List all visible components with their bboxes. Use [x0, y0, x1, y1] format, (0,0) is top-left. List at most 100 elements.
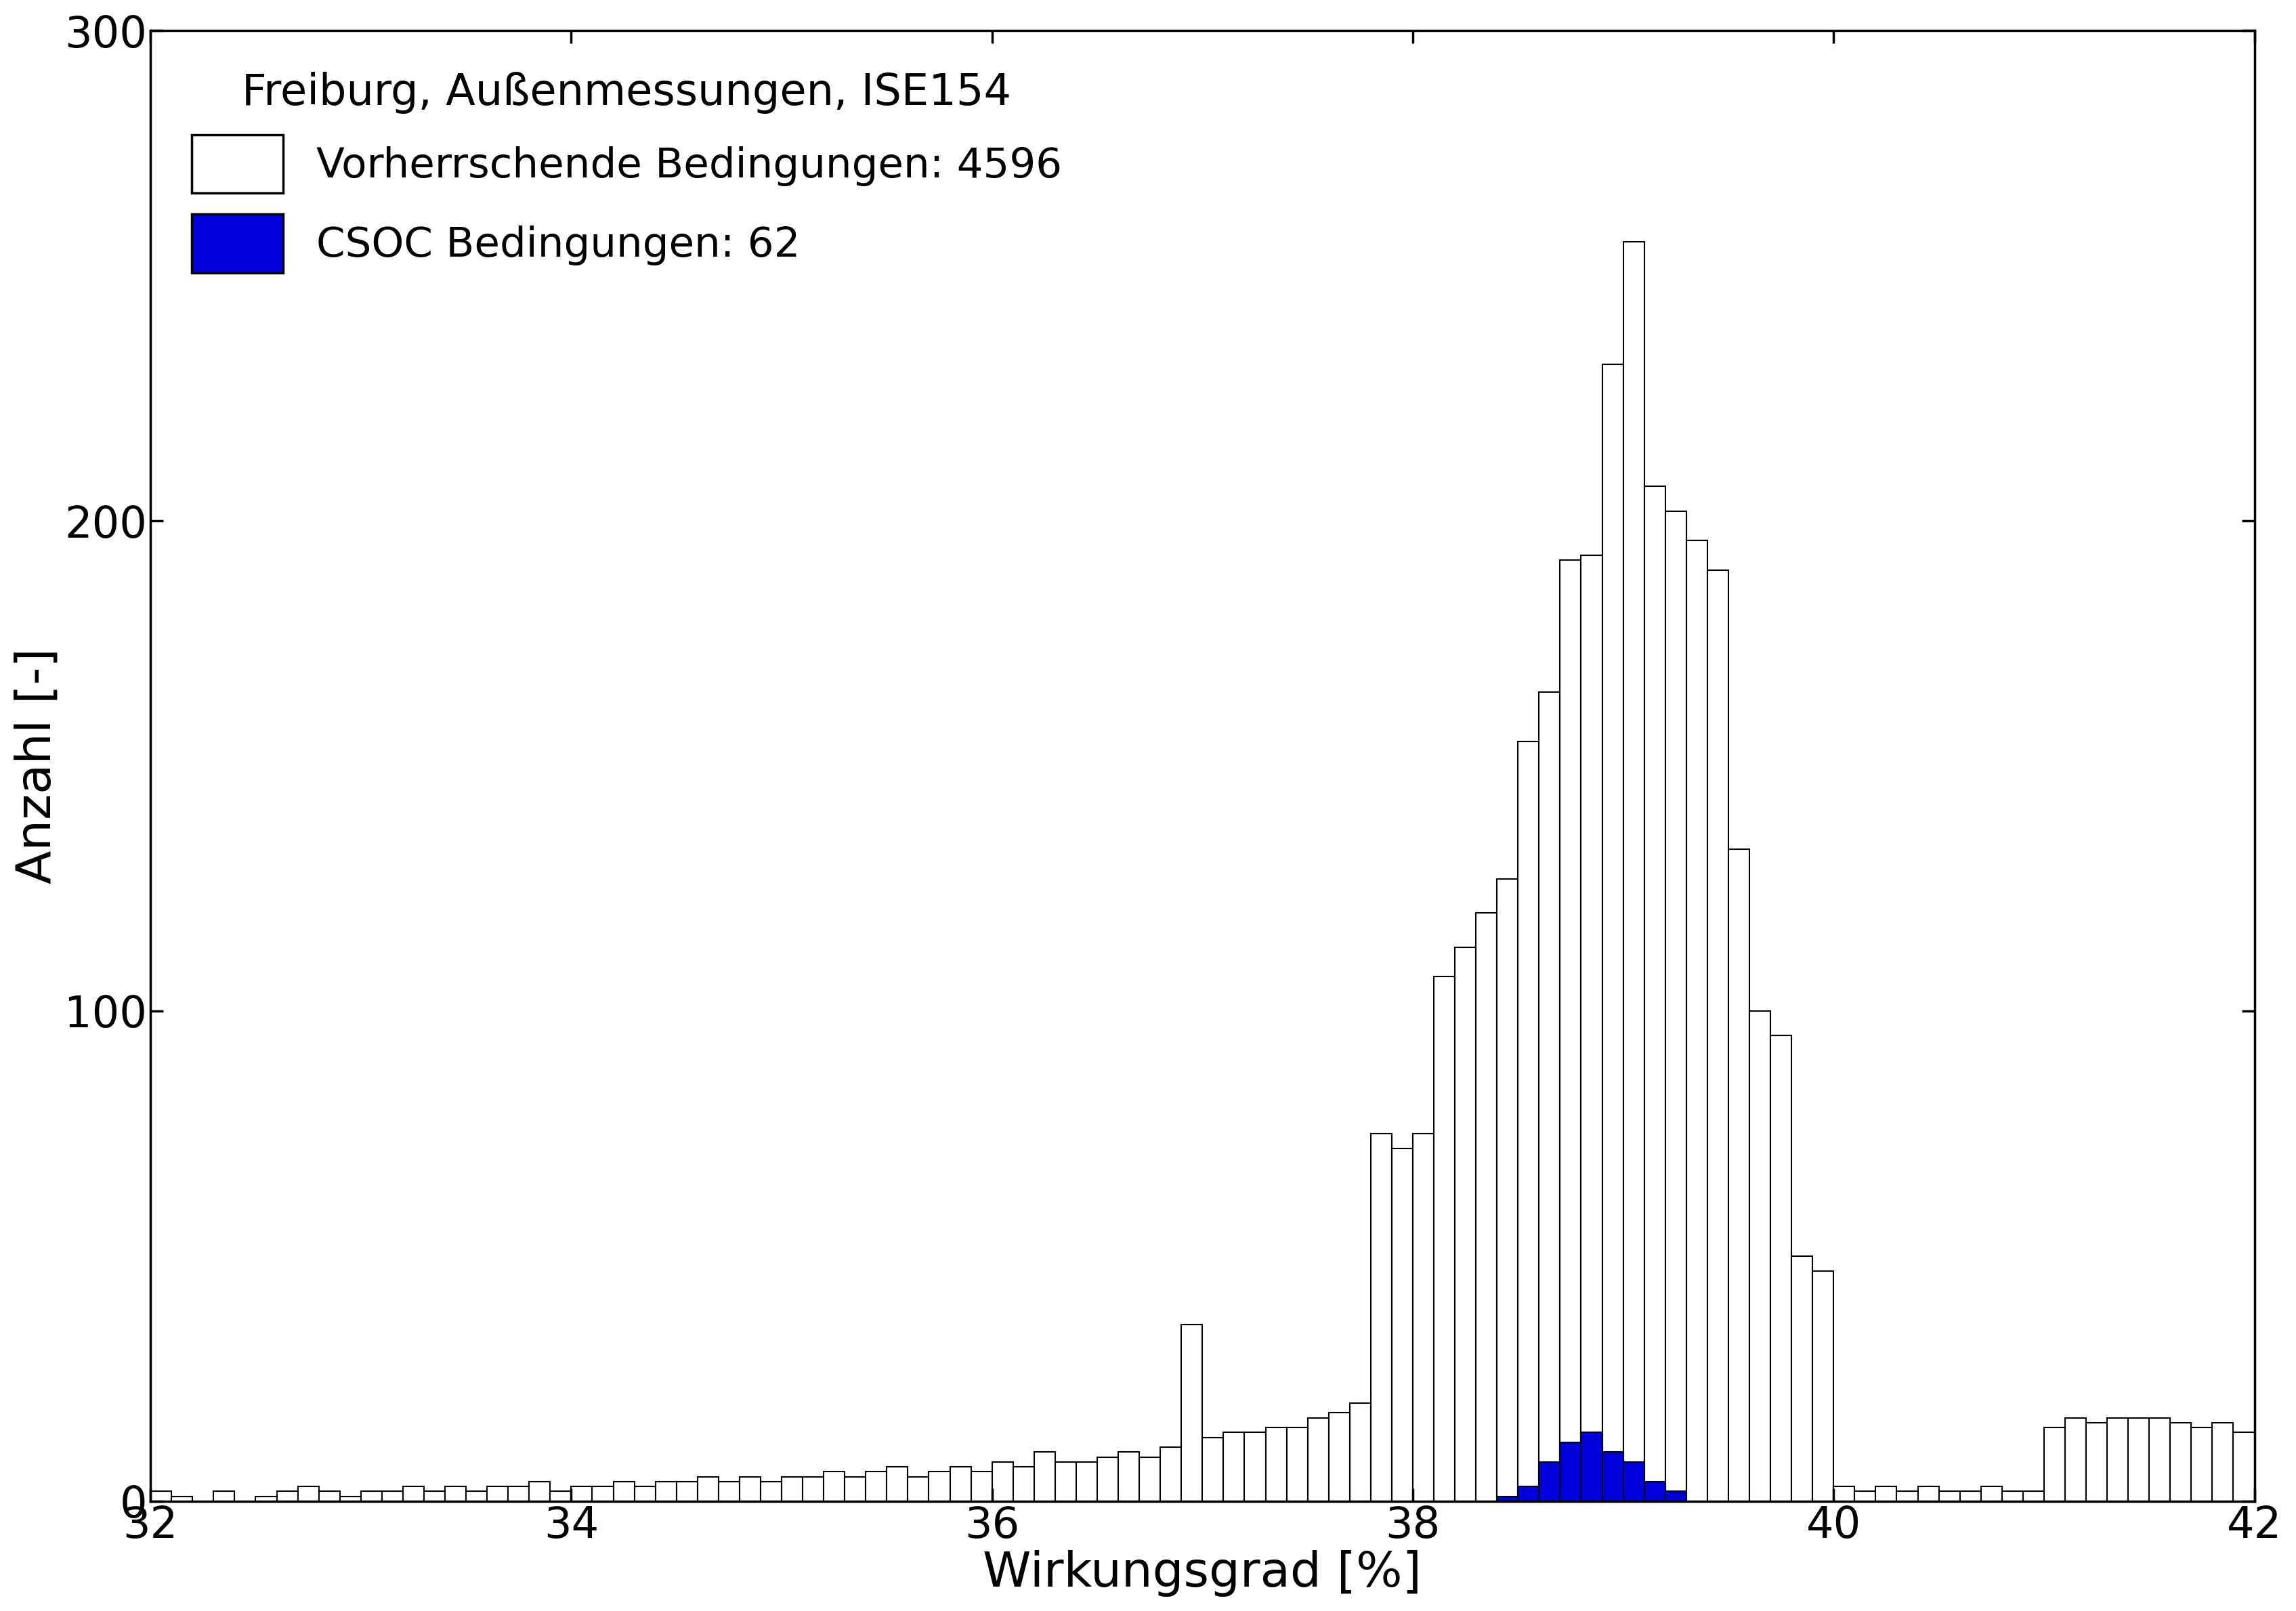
- Bar: [1876, 1487, 1896, 1501]
- Bar: [278, 1492, 298, 1501]
- Bar: [1097, 1456, 1118, 1501]
- Bar: [613, 1482, 634, 1501]
- Bar: [1433, 976, 1456, 1501]
- Bar: [634, 1487, 654, 1501]
- Bar: [886, 1468, 907, 1501]
- Bar: [2087, 1423, 2108, 1501]
- Bar: [654, 1482, 677, 1501]
- Bar: [1139, 1456, 1159, 1501]
- Bar: [1981, 1487, 2002, 1501]
- Bar: [1961, 1492, 1981, 1501]
- Bar: [1033, 1452, 1056, 1501]
- Bar: [1644, 487, 1665, 1501]
- Bar: [1812, 1271, 1835, 1501]
- Bar: [172, 1497, 193, 1501]
- Bar: [1665, 511, 1685, 1501]
- Bar: [1623, 1461, 1644, 1501]
- Bar: [2002, 1492, 2023, 1501]
- Bar: [760, 1482, 781, 1501]
- Bar: [866, 1472, 886, 1501]
- Bar: [1371, 1134, 1391, 1501]
- Bar: [1182, 1324, 1203, 1501]
- Bar: [1518, 1487, 1538, 1501]
- Bar: [1159, 1447, 1182, 1501]
- Bar: [1855, 1492, 1876, 1501]
- Bar: [1497, 1497, 1518, 1501]
- Bar: [1391, 1149, 1412, 1501]
- Bar: [2108, 1418, 2128, 1501]
- Bar: [507, 1487, 528, 1501]
- Bar: [1791, 1257, 1812, 1501]
- Bar: [2149, 1418, 2170, 1501]
- Bar: [1729, 849, 1750, 1501]
- Bar: [319, 1492, 340, 1501]
- Bar: [1582, 556, 1603, 1501]
- Bar: [1056, 1461, 1077, 1501]
- Bar: [1286, 1427, 1309, 1501]
- Bar: [466, 1492, 487, 1501]
- Bar: [1412, 1134, 1433, 1501]
- Bar: [487, 1487, 507, 1501]
- Bar: [1559, 1442, 1582, 1501]
- Bar: [152, 1492, 172, 1501]
- Bar: [1350, 1403, 1371, 1501]
- Bar: [2128, 1418, 2149, 1501]
- Bar: [719, 1482, 739, 1501]
- Bar: [1708, 570, 1729, 1501]
- Bar: [1329, 1413, 1350, 1501]
- Bar: [1938, 1492, 1961, 1501]
- Bar: [1497, 878, 1518, 1501]
- Bar: [340, 1497, 360, 1501]
- Bar: [1224, 1432, 1244, 1501]
- Bar: [698, 1477, 719, 1501]
- Legend: Vorherrschende Bedingungen: 4596, CSOC Bedingungen: 62: Vorherrschende Bedingungen: 4596, CSOC B…: [174, 55, 1079, 288]
- Bar: [425, 1492, 445, 1501]
- Bar: [1896, 1492, 1917, 1501]
- Bar: [528, 1482, 551, 1501]
- Bar: [951, 1468, 971, 1501]
- Bar: [2064, 1418, 2087, 1501]
- Bar: [360, 1492, 381, 1501]
- Bar: [1770, 1036, 1791, 1501]
- Y-axis label: Anzahl [-]: Anzahl [-]: [14, 648, 60, 884]
- Bar: [592, 1487, 613, 1501]
- Bar: [572, 1487, 592, 1501]
- Bar: [677, 1482, 698, 1501]
- Bar: [1685, 540, 1708, 1501]
- Bar: [551, 1492, 572, 1501]
- Bar: [992, 1461, 1013, 1501]
- Bar: [1603, 364, 1623, 1501]
- Bar: [2190, 1427, 2213, 1501]
- Bar: [1623, 242, 1644, 1501]
- Bar: [402, 1487, 425, 1501]
- Bar: [1538, 693, 1559, 1501]
- Bar: [1203, 1437, 1224, 1501]
- Bar: [1518, 741, 1538, 1501]
- Bar: [1644, 1482, 1665, 1501]
- Bar: [781, 1477, 804, 1501]
- Bar: [1750, 1012, 1770, 1501]
- Bar: [1603, 1452, 1623, 1501]
- Bar: [1665, 1492, 1685, 1501]
- Bar: [1244, 1432, 1265, 1501]
- Bar: [2023, 1492, 2043, 1501]
- Bar: [255, 1497, 278, 1501]
- Bar: [1476, 913, 1497, 1501]
- Bar: [2234, 1432, 2255, 1501]
- Bar: [739, 1477, 760, 1501]
- Bar: [1077, 1461, 1097, 1501]
- Bar: [1835, 1487, 1855, 1501]
- Bar: [824, 1472, 845, 1501]
- Bar: [2043, 1427, 2064, 1501]
- Bar: [1538, 1461, 1559, 1501]
- Bar: [845, 1477, 866, 1501]
- Bar: [1559, 561, 1582, 1501]
- Bar: [1118, 1452, 1139, 1501]
- Bar: [381, 1492, 402, 1501]
- Bar: [1917, 1487, 1938, 1501]
- Bar: [907, 1477, 930, 1501]
- Bar: [2170, 1423, 2190, 1501]
- Bar: [930, 1472, 951, 1501]
- Bar: [971, 1472, 992, 1501]
- Bar: [1265, 1427, 1286, 1501]
